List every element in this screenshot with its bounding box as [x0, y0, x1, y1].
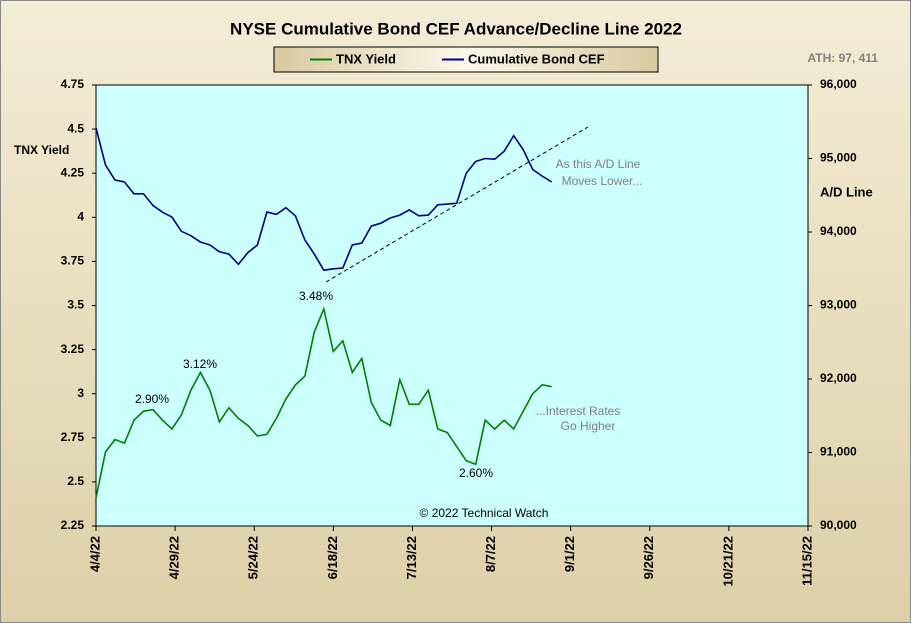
x-tick-label: 8/7/22	[483, 536, 498, 572]
y-axis-label: TNX Yield	[14, 143, 69, 157]
y-tick-label: 2.25	[61, 518, 85, 532]
x-tick-label: 9/1/22	[562, 536, 577, 572]
x-tick-label: 7/13/22	[404, 536, 419, 579]
annotation: 2.60%	[459, 466, 493, 480]
annotation: Moves Lower...	[562, 174, 643, 188]
y2-tick-label: 91,000	[820, 445, 857, 459]
annotation: 2.90%	[135, 392, 169, 406]
y-tick-label: 2.5	[67, 474, 84, 488]
plot-area	[95, 84, 809, 527]
y-tick-label: 4.25	[61, 165, 85, 179]
subtitle: ATH: 97, 411	[808, 51, 879, 65]
annotation: Go Higher	[561, 419, 616, 433]
x-tick-label: 5/24/22	[246, 536, 261, 579]
series-line	[95, 306, 552, 498]
y2-tick-label: 92,000	[820, 371, 857, 385]
annotation: © 2022 Technical Watch	[420, 506, 549, 520]
series-line	[95, 127, 553, 272]
y-tick-label: 4.5	[67, 121, 84, 135]
annotation: 3.48%	[299, 289, 333, 303]
y-tick-label: 3.75	[61, 254, 85, 268]
x-tick-label: 10/21/22	[720, 536, 735, 587]
y2-tick-label: 90,000	[820, 518, 857, 532]
y-tick-label: 3.5	[67, 298, 84, 312]
y-tick-label: 3.25	[61, 342, 85, 356]
legend-label: TNX Yield	[336, 51, 396, 66]
legend-label: Cumulative Bond CEF	[468, 51, 605, 66]
y-tick-label: 3	[77, 386, 84, 400]
x-tick-label: 4/4/22	[87, 536, 102, 572]
y2-tick-label: 94,000	[820, 224, 857, 238]
trend-line	[325, 126, 589, 283]
y2-tick-label: 96,000	[820, 77, 857, 91]
y-tick-label: 4.75	[61, 77, 85, 91]
chart-title: NYSE Cumulative Bond CEF Advance/Decline…	[230, 19, 682, 38]
legend	[273, 46, 659, 73]
annotation: ...Interest Rates	[536, 404, 621, 418]
y2-axis-label: A/D Line	[820, 184, 873, 199]
y2-tick-label: 95,000	[820, 151, 857, 165]
annotation: 3.12%	[183, 357, 217, 371]
x-tick-label: 9/26/22	[641, 536, 656, 579]
y-tick-label: 4	[77, 209, 84, 223]
x-tick-label: 4/29/22	[167, 536, 182, 579]
y-tick-label: 2.75	[61, 430, 85, 444]
x-tick-label: 11/15/22	[799, 536, 814, 586]
annotation: As this A/D Line	[556, 157, 641, 171]
x-tick-label: 6/18/22	[325, 536, 340, 579]
y2-tick-label: 93,000	[820, 298, 857, 312]
